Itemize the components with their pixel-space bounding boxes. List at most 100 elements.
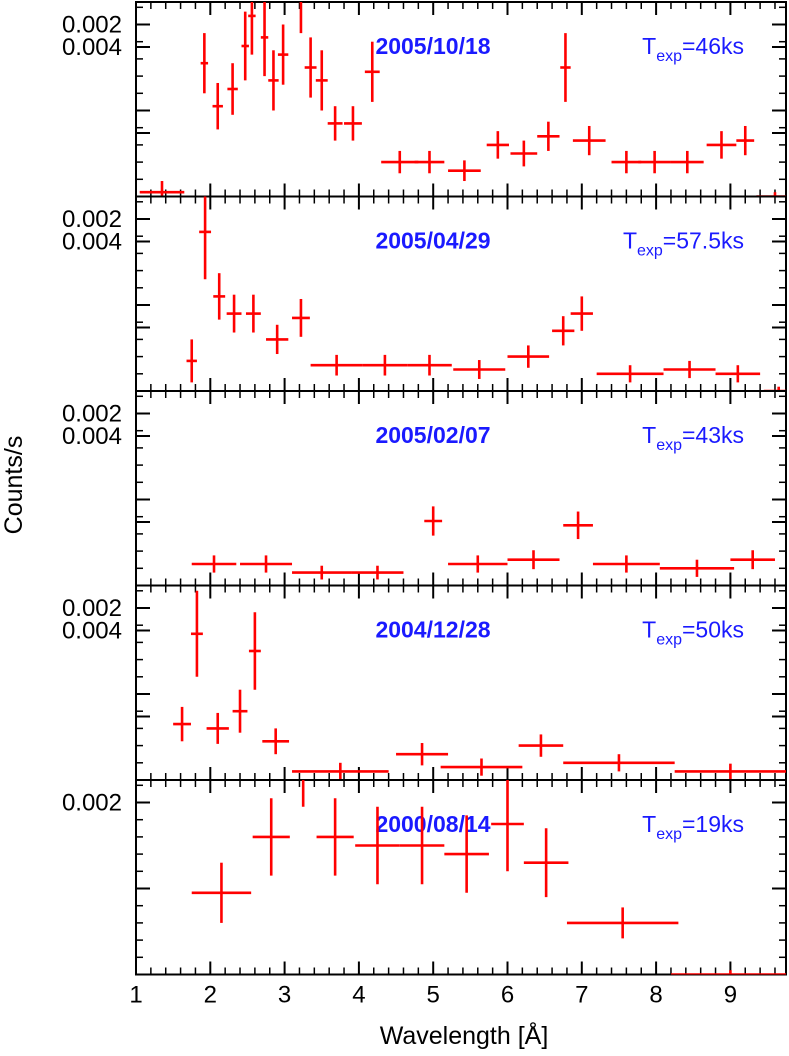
data-point xyxy=(316,798,354,876)
exposure-value: =57.5ks xyxy=(663,228,744,254)
data-point xyxy=(407,354,452,376)
data-point xyxy=(414,150,445,174)
data-point xyxy=(277,24,289,85)
data-point xyxy=(448,160,481,182)
data-point xyxy=(674,763,786,780)
data-point xyxy=(191,862,252,923)
data-point xyxy=(563,511,593,540)
data-point xyxy=(186,339,197,383)
data-point xyxy=(241,11,249,81)
data-point xyxy=(227,63,238,115)
data-point xyxy=(670,970,786,975)
exposure-symbol: T xyxy=(642,617,656,643)
x-tick-labels: 1 2 3 4 5 6 7 8 9 xyxy=(129,982,737,1009)
data-point xyxy=(566,907,679,939)
x-tick-label: 4 xyxy=(352,982,365,1009)
data-point xyxy=(572,125,606,156)
y-tick-label: 0.004 xyxy=(62,423,122,450)
data-series xyxy=(186,196,786,391)
data-point xyxy=(355,806,400,885)
data-point xyxy=(206,712,229,744)
data-point xyxy=(213,273,226,320)
data-point xyxy=(226,294,242,333)
panel-date-label: 2000/08/14 xyxy=(375,811,490,837)
y-tick-label: 0.004 xyxy=(62,618,122,645)
panel-exposure-label: Texp=19ks xyxy=(642,811,744,843)
data-point xyxy=(570,296,593,331)
panel-exposure-label: Texp=50ks xyxy=(642,617,744,649)
data-point xyxy=(440,758,523,776)
y-axis-title: Counts/s xyxy=(0,436,28,535)
data-point xyxy=(507,550,560,570)
data-series xyxy=(139,2,786,197)
data-point xyxy=(448,555,508,573)
data-point xyxy=(510,140,538,167)
exposure-value: =19ks xyxy=(682,811,744,837)
data-point xyxy=(399,806,445,885)
data-point xyxy=(260,2,269,77)
data-series xyxy=(191,780,786,975)
exposure-subscript: exp xyxy=(656,48,682,65)
data-point xyxy=(301,780,305,807)
x-tick-label: 5 xyxy=(427,982,440,1009)
data-point xyxy=(299,2,303,34)
x-axis-title: Wavelength [Å] xyxy=(380,1020,549,1050)
data-point xyxy=(670,150,704,174)
panel-date-label: 2004/12/28 xyxy=(375,617,490,643)
data-point xyxy=(212,82,223,130)
data-point xyxy=(252,798,290,876)
exposure-symbol: T xyxy=(642,33,656,59)
exposure-subscript: exp xyxy=(656,826,682,843)
exposure-subscript: exp xyxy=(656,437,682,454)
data-series xyxy=(173,590,786,780)
data-point xyxy=(262,728,290,755)
data-point xyxy=(245,294,261,333)
data-point xyxy=(736,125,755,156)
data-point xyxy=(248,2,256,55)
data-point xyxy=(268,50,279,111)
data-point xyxy=(266,324,289,355)
y-tick-label: 0.002 xyxy=(62,401,122,428)
data-point xyxy=(292,762,389,780)
y-tick-label: 0.004 xyxy=(62,229,122,256)
y-tick-label: 0.002 xyxy=(62,206,122,233)
data-point xyxy=(638,150,671,174)
data-point xyxy=(240,555,293,573)
data-point xyxy=(173,706,191,742)
data-point xyxy=(537,121,560,151)
data-point xyxy=(191,555,237,573)
exposure-value: =50ks xyxy=(682,617,744,643)
exposure-symbol: T xyxy=(642,811,656,837)
data-series xyxy=(191,506,775,580)
data-point xyxy=(292,298,310,337)
exposure-subscript: exp xyxy=(637,243,663,260)
data-point xyxy=(139,181,185,197)
data-point xyxy=(444,815,489,893)
data-point xyxy=(663,360,716,379)
exposure-value: =46ks xyxy=(682,33,744,59)
data-point xyxy=(344,106,362,141)
data-point xyxy=(199,196,212,280)
x-tick-label: 8 xyxy=(649,982,662,1009)
data-point xyxy=(364,41,380,102)
exposure-symbol: T xyxy=(623,228,637,254)
x-tick-label: 1 xyxy=(129,982,142,1009)
data-point xyxy=(715,365,761,383)
data-point xyxy=(763,386,786,391)
panel-exposure-label: Texp=46ks xyxy=(642,33,744,65)
panel-date-label: 2005/10/18 xyxy=(375,33,490,59)
data-point xyxy=(310,354,363,376)
data-point xyxy=(518,734,564,757)
x-tick-label: 2 xyxy=(204,982,217,1009)
data-point xyxy=(706,131,737,159)
data-point xyxy=(659,559,735,577)
exposure-symbol: T xyxy=(642,422,656,448)
data-point xyxy=(453,360,506,379)
exposure-subscript: exp xyxy=(656,632,682,649)
data-point xyxy=(523,828,569,898)
